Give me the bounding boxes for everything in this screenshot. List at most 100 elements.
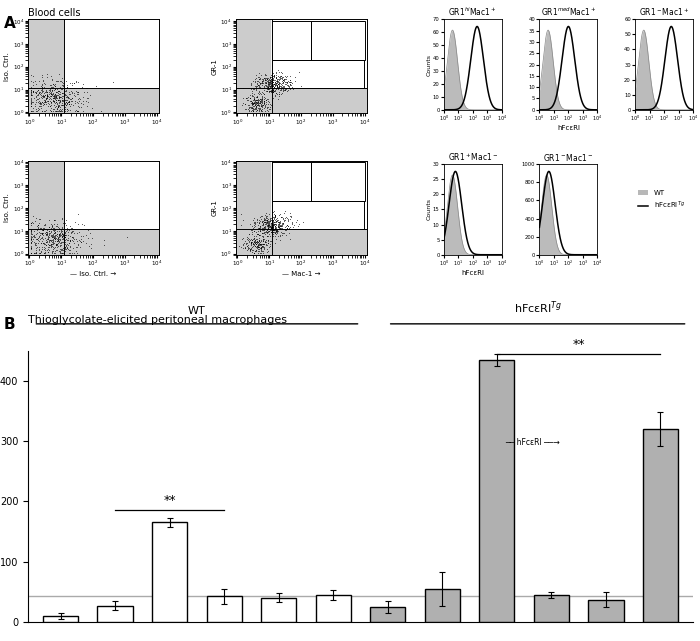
Point <box>58 96 69 106</box>
Point <box>54 230 65 240</box>
Point <box>63 89 74 99</box>
Point <box>85 243 97 253</box>
Point <box>59 94 70 104</box>
Point <box>271 225 282 235</box>
Point <box>245 237 256 247</box>
Point <box>258 217 269 228</box>
Point <box>64 89 76 99</box>
Point <box>52 235 64 246</box>
Point <box>39 96 50 106</box>
Point <box>253 242 264 252</box>
Point <box>271 224 282 235</box>
Point <box>255 211 266 221</box>
Point <box>262 106 273 116</box>
Point <box>284 79 295 89</box>
Point <box>25 244 36 254</box>
Point <box>265 83 276 94</box>
Point <box>76 219 88 229</box>
Point <box>274 78 285 88</box>
Point <box>38 99 50 110</box>
Point <box>270 216 281 226</box>
Point <box>52 96 64 106</box>
Point <box>248 226 260 237</box>
Point <box>39 79 50 89</box>
Point <box>279 74 290 84</box>
Point <box>55 106 66 116</box>
Point <box>46 235 57 246</box>
Point <box>255 101 266 111</box>
Point <box>46 231 57 241</box>
Point <box>265 73 276 83</box>
Point <box>65 226 76 237</box>
Point <box>251 92 262 102</box>
Point <box>34 242 45 252</box>
Point <box>27 76 38 87</box>
Point <box>27 97 38 107</box>
Point <box>253 95 264 105</box>
Point <box>78 235 89 246</box>
Point <box>243 242 254 253</box>
Point <box>265 74 276 85</box>
Point <box>248 92 260 102</box>
Point <box>243 101 254 112</box>
Point <box>277 213 288 224</box>
Point <box>255 235 266 245</box>
Point <box>252 241 263 251</box>
Point <box>65 242 76 252</box>
Point <box>37 83 48 93</box>
Point <box>257 91 268 101</box>
Point <box>252 242 263 252</box>
Point <box>253 235 265 246</box>
Point <box>248 222 260 233</box>
Point <box>269 220 280 230</box>
Point <box>62 99 73 110</box>
Point <box>260 75 272 85</box>
Point <box>278 215 289 225</box>
Point <box>244 96 256 106</box>
Point <box>272 83 284 94</box>
Point <box>63 96 74 106</box>
Point <box>251 84 262 94</box>
Point <box>266 74 277 85</box>
Point <box>256 76 267 86</box>
Point <box>252 217 263 227</box>
Point <box>265 102 276 112</box>
Point <box>282 76 293 86</box>
Point <box>53 93 64 103</box>
Point <box>52 234 63 244</box>
Point <box>260 79 272 90</box>
Point <box>248 84 260 94</box>
Point <box>254 216 265 226</box>
Point <box>34 87 45 97</box>
Point <box>282 221 293 231</box>
Point <box>263 218 274 228</box>
Point <box>253 223 265 233</box>
Point <box>262 75 273 85</box>
Point <box>267 78 278 88</box>
Point <box>264 221 275 231</box>
Point <box>47 246 58 256</box>
Point <box>250 96 261 106</box>
Point <box>25 89 36 99</box>
Point <box>34 97 46 108</box>
Point <box>270 77 281 87</box>
Point <box>248 219 259 229</box>
Point <box>279 215 290 225</box>
Point <box>286 79 297 90</box>
Point <box>26 231 37 242</box>
Point <box>57 244 68 254</box>
Point <box>25 234 36 244</box>
Point <box>267 223 278 233</box>
Point <box>36 233 47 244</box>
Point <box>51 242 62 252</box>
Point <box>34 244 45 254</box>
Point <box>277 75 288 85</box>
Point <box>262 79 273 89</box>
Point <box>265 225 276 235</box>
Point <box>275 85 286 95</box>
Point <box>283 81 294 91</box>
Point <box>256 219 267 229</box>
Point <box>51 229 62 239</box>
Point <box>64 99 75 109</box>
Point <box>64 238 75 248</box>
